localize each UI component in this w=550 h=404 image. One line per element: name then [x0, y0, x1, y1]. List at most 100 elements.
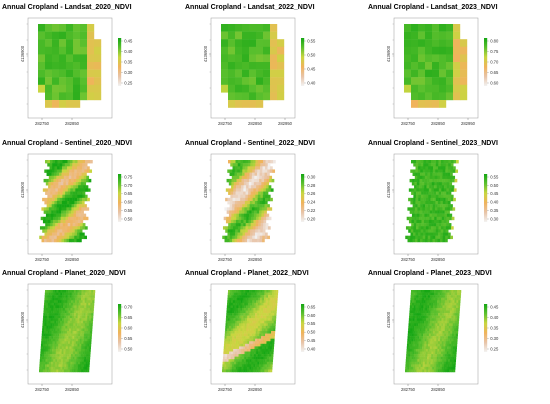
raster-cell: [437, 343, 440, 347]
raster-cell: [434, 182, 438, 186]
raster-cell: [261, 336, 264, 339]
raster-cell: [443, 341, 446, 345]
raster-cell: [76, 178, 79, 183]
raster-cell: [261, 210, 265, 214]
raster-cell: [417, 310, 420, 314]
raster-cell: [265, 359, 268, 362]
raster-cell: [80, 24, 88, 32]
raster-cell: [85, 292, 88, 296]
raster-cell: [47, 331, 50, 334]
raster-cell: [447, 369, 450, 373]
raster-cell: [52, 315, 55, 319]
raster-cell: [233, 213, 237, 218]
raster-cell: [273, 325, 276, 329]
raster-cell: [240, 356, 243, 360]
raster-cell: [77, 366, 80, 370]
raster-cell: [232, 328, 235, 332]
raster-cell: [418, 292, 421, 296]
raster-cell: [442, 305, 445, 309]
raster-cell: [411, 333, 414, 337]
raster-cell: [38, 31, 46, 40]
raster-cell: [432, 207, 436, 211]
raster-cell: [449, 366, 452, 370]
raster-cell: [59, 69, 67, 78]
raster-cell: [267, 356, 270, 360]
raster-cell: [453, 54, 461, 63]
raster-cell: [234, 178, 237, 183]
raster-cell: [45, 290, 48, 293]
raster-cell: [83, 315, 86, 319]
raster-cell: [249, 169, 253, 173]
raster-cell: [235, 346, 238, 350]
raster-cell: [233, 216, 237, 221]
raster-cell: [72, 229, 75, 233]
raster-cell: [409, 336, 412, 339]
raster-cell: [75, 315, 78, 319]
raster-cell: [73, 178, 77, 183]
raster-cell: [433, 343, 437, 347]
raster-cell: [65, 369, 69, 373]
raster-cell: [79, 338, 82, 342]
raster-cell: [250, 328, 253, 332]
raster-cell: [419, 302, 422, 306]
raster-cell: [58, 216, 61, 221]
raster-cell: [448, 351, 451, 355]
raster-cell: [244, 295, 248, 298]
raster-cell: [420, 323, 423, 327]
raster-cell: [426, 313, 429, 316]
raster-cell: [422, 318, 425, 321]
raster-cell: [70, 223, 73, 227]
raster-cell: [423, 351, 426, 355]
raster-cell: [226, 313, 229, 316]
raster-cell: [64, 313, 67, 316]
raster-cell: [429, 213, 433, 218]
raster-cell: [450, 328, 453, 332]
raster-cell: [239, 172, 243, 177]
raster-cell: [255, 188, 259, 192]
raster-cell: [238, 185, 242, 189]
raster-cell: [404, 69, 412, 78]
raster-cell: [445, 297, 448, 301]
raster-cell: [435, 323, 438, 327]
raster-cell: [229, 295, 232, 298]
raster-cell: [263, 223, 266, 227]
raster-cell: [66, 46, 74, 55]
raster-cell: [38, 24, 46, 32]
raster-cell: [235, 191, 239, 195]
raster-cell: [435, 232, 439, 236]
raster-cell: [71, 295, 74, 298]
raster-cell: [39, 369, 42, 373]
raster-cell: [270, 39, 278, 47]
raster-cell: [272, 343, 275, 347]
chart-title: Annual Cropland - Landsat_2022_NDVI: [185, 4, 315, 11]
raster-cell: [252, 300, 255, 304]
raster-cell: [59, 229, 63, 233]
raster-cell: [410, 297, 413, 301]
raster-cell: [225, 197, 228, 202]
raster-cell: [436, 354, 440, 357]
raster-cell: [227, 366, 231, 370]
raster-cell: [413, 333, 416, 337]
raster-cell: [72, 338, 75, 342]
raster-cell: [232, 333, 235, 337]
raster-cell: [232, 197, 236, 202]
raster-cell: [83, 346, 86, 350]
raster-cell: [232, 361, 235, 365]
raster-cell: [257, 232, 261, 236]
raster-cell: [262, 364, 265, 368]
raster-cell: [418, 226, 422, 230]
raster-cell: [252, 235, 255, 240]
raster-cell: [436, 338, 439, 342]
raster-cell: [67, 229, 70, 233]
raster-cell: [408, 226, 412, 230]
raster-cell: [433, 348, 436, 352]
raster-cell: [247, 336, 250, 339]
raster-cell: [81, 235, 85, 240]
raster-cell: [433, 191, 437, 195]
raster-cell: [444, 325, 447, 329]
raster-cell: [56, 336, 60, 339]
raster-cell: [262, 341, 265, 345]
raster-cell: [419, 310, 422, 314]
raster-cell: [423, 226, 427, 230]
raster-cell: [444, 216, 447, 221]
